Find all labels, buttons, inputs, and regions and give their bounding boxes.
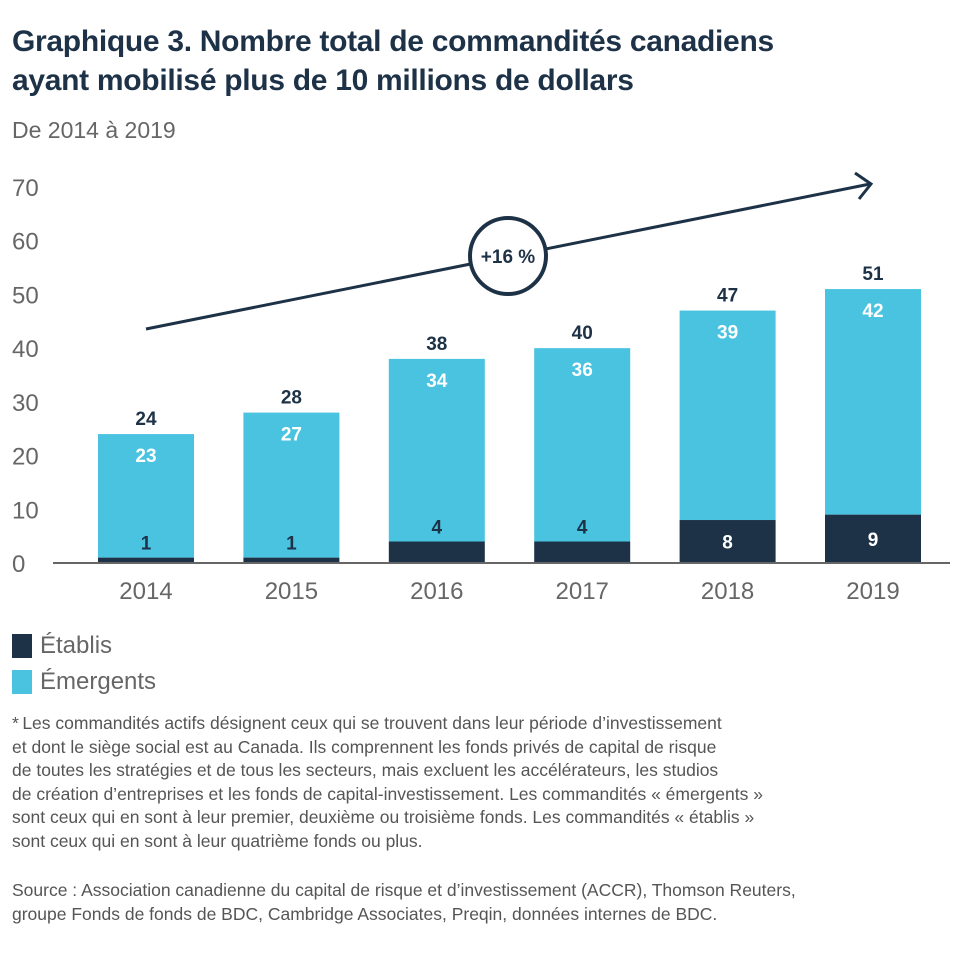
x-tick-label: 2017 <box>556 578 609 605</box>
arrow-head-icon <box>854 171 874 200</box>
etablis-value-label: 4 <box>432 518 443 539</box>
bar-segment-etablis <box>534 541 631 563</box>
bar-segment-emergents <box>98 434 194 558</box>
y-tick-label: 40 <box>12 336 39 363</box>
emergents-value-label: 42 <box>862 301 883 322</box>
bar-segment-etablis <box>388 541 485 563</box>
legend-item-etablis: Établis <box>12 628 156 664</box>
total-label: 51 <box>862 264 884 285</box>
etablis-value-label: 8 <box>722 533 733 554</box>
emergents-value-label: 36 <box>572 360 593 381</box>
legend: Établis Émergents <box>12 628 156 700</box>
chart-title-line-1: Graphique 3. Nombre total de commandités… <box>12 25 774 58</box>
bar-segment-emergents <box>388 358 485 542</box>
footnote-line: de création d’entreprises et les fonds d… <box>12 783 763 804</box>
bar-segment-emergents <box>534 348 631 542</box>
y-axis: 0 10 20 30 40 50 60 70 <box>12 175 39 578</box>
emergents-value-label: 23 <box>135 446 156 467</box>
footnote-line: et dont le siège social est au Canada. I… <box>12 736 717 757</box>
x-tick-label: 2016 <box>410 578 463 605</box>
x-tick-label: 2014 <box>119 578 172 605</box>
emergents-value-label: 39 <box>717 323 738 344</box>
bar-segment-etablis <box>98 557 194 563</box>
bar-segment-emergents <box>243 412 340 558</box>
growth-label: +16 % <box>481 247 536 268</box>
legend-swatch-etablis <box>12 634 32 658</box>
etablis-value-label: 1 <box>141 534 152 555</box>
legend-item-emergents: Émergents <box>12 664 156 700</box>
legend-label-etablis: Établis <box>40 632 113 659</box>
legend-label-emergents: Émergents <box>40 668 157 695</box>
y-tick-label: 60 <box>12 229 39 256</box>
y-tick-label: 20 <box>12 444 39 471</box>
bar-segment-emergents <box>825 289 921 515</box>
growth-circle <box>468 216 548 296</box>
total-label: 24 <box>135 409 157 430</box>
total-label: 38 <box>426 334 447 355</box>
total-label: 28 <box>281 388 302 409</box>
total-label: 40 <box>572 323 593 344</box>
bar-segment-etablis <box>679 520 776 563</box>
y-tick-label: 10 <box>12 497 39 524</box>
total-label: 47 <box>717 286 738 307</box>
y-tick-label: 30 <box>12 390 39 417</box>
trend-annotation: +16 % <box>145 171 874 331</box>
bars: 24 23 1 28 27 1 38 34 4 40 36 4 47 39 8 51 42 9 <box>98 264 921 563</box>
chart-title-line-2: ayant mobilisé plus de 10 millions de do… <box>12 64 634 97</box>
x-tick-label: 2018 <box>701 578 754 605</box>
x-tick-label: 2015 <box>265 578 318 605</box>
bar-segment-etablis <box>243 557 340 563</box>
footnote-line: * Les commandités actifs désignent ceux … <box>12 713 722 733</box>
y-tick-label: 0 <box>12 551 25 578</box>
x-tick-label: 2019 <box>846 578 899 605</box>
etablis-value-label: 4 <box>577 518 588 539</box>
footnote-line: sont ceux qui en sont à leur quatrième f… <box>12 830 423 851</box>
etablis-value-label: 1 <box>286 534 297 555</box>
source-line: Source : Association canadienne du capit… <box>12 880 796 900</box>
footnote-line: de toutes les stratégies et de tous les … <box>12 760 719 780</box>
y-tick-label: 70 <box>12 175 39 202</box>
stacked-bar-chart: 0 10 20 30 40 50 60 70 24 23 1 28 27 1 38 34 4 40 36 4 47 39… <box>12 171 950 605</box>
legend-swatch-emergents <box>12 670 32 694</box>
source-note: Source : Association canadienne du capit… <box>12 879 957 926</box>
y-tick-label: 50 <box>12 282 39 309</box>
etablis-value-label: 9 <box>868 530 879 551</box>
footnote: * Les commandités actifs désignent ceux … <box>12 712 952 853</box>
x-axis: 2014 2015 2016 2017 2018 2019 <box>119 578 899 605</box>
emergents-value-label: 27 <box>281 425 302 446</box>
emergents-value-label: 34 <box>426 371 448 392</box>
chart-title: Graphique 3. Nombre total de commandités… <box>12 22 952 100</box>
bar-segment-etablis <box>825 514 921 563</box>
chart-subtitle: De 2014 à 2019 <box>12 117 176 143</box>
source-line: groupe Fonds de fonds de BDC, Cambridge … <box>12 903 718 924</box>
bar-segment-emergents <box>679 310 776 521</box>
footnote-line: sont ceux qui en sont à leur premier, de… <box>12 807 755 827</box>
